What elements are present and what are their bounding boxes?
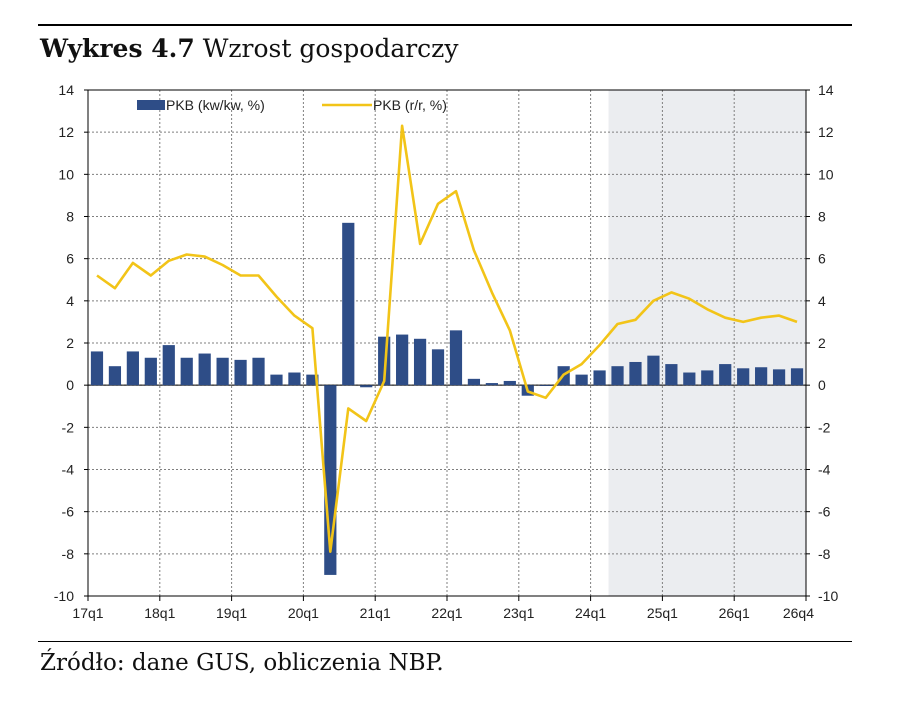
x-axis: 17q1 18q1 19q1 20q1 21q1 22q1 23q1 24q1 25q1 26q1…: [72, 596, 814, 621]
bar-17q1: [90, 351, 104, 386]
y-right-tick-label: -2: [818, 419, 831, 435]
bar-22q3: [485, 383, 498, 386]
y-right-tick-label: 12: [818, 124, 834, 140]
y-left-tick-label: 2: [66, 335, 74, 351]
bar-18q4: [216, 357, 229, 386]
bar-17q2: [108, 366, 122, 386]
grid-lines: [88, 90, 806, 596]
bar-19q4: [288, 372, 301, 386]
y-left-tick-label: 14: [58, 82, 74, 98]
bar-26q3: [772, 369, 786, 386]
y-left-tick-label: -6: [62, 504, 75, 520]
x-tick-label: 18q1: [144, 605, 175, 621]
x-tick-label: 20q1: [288, 605, 319, 621]
bar-20q1: [306, 374, 319, 386]
bar-18q2: [180, 357, 193, 386]
y-left-tick-label: -10: [54, 588, 74, 604]
y-left-tick-label: 0: [66, 377, 74, 393]
y-left-tick-label: -4: [62, 462, 75, 478]
bar-series: [90, 222, 804, 575]
legend-line-label: PKB (r/r, %): [373, 97, 447, 113]
bar-20q3: [342, 222, 355, 386]
bar-22q1: [449, 330, 463, 386]
y-right-tick-label: -8: [818, 546, 831, 562]
x-tick-label: 26q1: [719, 605, 750, 621]
y-right-tick-label: -6: [818, 504, 831, 520]
legend-bar-swatch: [137, 100, 165, 110]
bar-24q1: [593, 370, 606, 386]
x-tick-label: 23q1: [503, 605, 534, 621]
bottom-rule: [38, 641, 852, 642]
top-rule: [38, 24, 852, 26]
bar-19q1: [234, 359, 247, 386]
y-right-tick-label: 4: [818, 293, 826, 309]
bar-22q4: [503, 380, 516, 386]
x-tick-label: 21q1: [360, 605, 391, 621]
y-right-tick-label: 6: [818, 251, 826, 267]
chart-title-prefix: Wykres 4.7: [40, 34, 195, 63]
bar-24q4: [647, 355, 660, 386]
bar-23q4: [575, 374, 588, 386]
bar-26q1: [737, 368, 750, 386]
x-tick-label: 19q1: [216, 605, 247, 621]
bar-24q2: [611, 366, 624, 386]
y-left-tick-label: 8: [66, 209, 74, 225]
bar-24q3: [629, 361, 642, 386]
x-tick-label: 26q4: [783, 605, 814, 621]
x-tick-label: 17q1: [72, 605, 103, 621]
bar-25q1: [665, 364, 678, 386]
bar-19q3: [270, 374, 283, 386]
y-right-tick-label: 14: [818, 82, 834, 98]
bar-26q2: [755, 367, 768, 386]
line-series-pkb-rr: [96, 124, 798, 554]
bar-25q3: [701, 370, 714, 386]
bar-20q4: [360, 385, 373, 388]
y-left-tick-label: -2: [62, 419, 75, 435]
y-left-tick-label: 10: [58, 166, 74, 182]
y-axis-left: -10 -8 -6 -4 -2 0 2 4 6 8 10 12 14: [54, 82, 88, 604]
bar-21q4: [431, 349, 445, 386]
y-right-tick-label: 8: [818, 209, 826, 225]
y-left-tick-label: 4: [66, 293, 74, 309]
source-note: Źródło: dane GUS, obliczenia NBP.: [40, 650, 444, 676]
y-right-tick-label: 0: [818, 377, 826, 393]
bar-26q4: [790, 368, 804, 386]
x-tick-label: 22q1: [431, 605, 462, 621]
legend: PKB (kw/kw, %) PKB (r/r, %): [137, 97, 447, 113]
y-axis-right: -10 -8 -6 -4 -2 0 2 4 6 8 10 12 14: [806, 82, 838, 604]
chart-title: Wykres 4.7 Wzrost gospodarczy: [40, 34, 458, 63]
bar-18q3: [198, 353, 211, 386]
bar-21q2: [396, 334, 409, 386]
bar-25q2: [683, 372, 696, 386]
chart-title-text: Wzrost gospodarczy: [202, 34, 459, 63]
y-right-tick-label: 10: [818, 166, 834, 182]
legend-bar-label: PKB (kw/kw, %): [166, 97, 265, 113]
bar-25q4: [719, 364, 732, 386]
bar-19q2: [252, 357, 265, 386]
x-tick-label: 24q1: [575, 605, 606, 621]
y-right-tick-label: -4: [818, 462, 831, 478]
bar-22q2: [467, 378, 481, 386]
y-left-tick-label: 12: [58, 124, 74, 140]
y-right-tick-label: -10: [818, 588, 838, 604]
y-right-tick-label: 2: [818, 335, 826, 351]
bar-23q2: [539, 385, 552, 386]
y-left-tick-label: -8: [62, 546, 75, 562]
bar-21q3: [413, 338, 427, 386]
y-left-tick-label: 6: [66, 251, 74, 267]
bar-17q4: [144, 357, 157, 386]
bar-18q1: [162, 345, 175, 386]
x-tick-label: 25q1: [647, 605, 678, 621]
bar-17q3: [126, 351, 139, 386]
